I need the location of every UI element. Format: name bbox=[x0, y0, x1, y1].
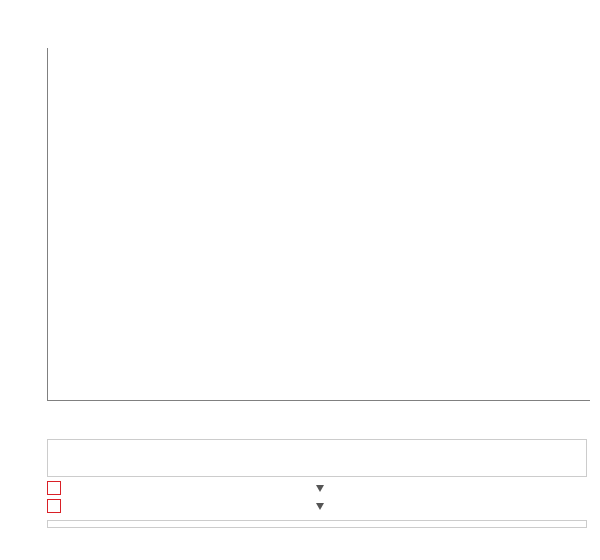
sales-table bbox=[47, 479, 587, 515]
legend-row bbox=[55, 443, 579, 458]
sale-row bbox=[47, 497, 587, 515]
legend-row bbox=[55, 458, 579, 473]
sale-marker-1 bbox=[47, 481, 61, 495]
chart-svg bbox=[48, 48, 348, 198]
plot-area bbox=[47, 48, 590, 401]
title-block bbox=[0, 0, 600, 6]
arrow-down-icon bbox=[316, 485, 324, 492]
chart-area bbox=[47, 48, 590, 401]
sale-marker-2 bbox=[47, 499, 61, 513]
sale-diff bbox=[312, 485, 328, 492]
sale-row bbox=[47, 479, 587, 497]
legend-swatch-hpi bbox=[55, 465, 83, 467]
legend-swatch-price-paid bbox=[55, 450, 83, 452]
arrow-down-icon bbox=[316, 503, 324, 510]
legend-box bbox=[47, 439, 587, 477]
chart-container bbox=[0, 0, 600, 560]
footer-box bbox=[47, 520, 587, 528]
sale-diff bbox=[312, 503, 328, 510]
